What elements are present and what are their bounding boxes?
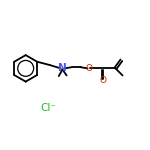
Text: Cl⁻: Cl⁻ xyxy=(40,103,56,113)
Text: O: O xyxy=(99,76,106,85)
Text: N: N xyxy=(58,63,67,73)
Text: O: O xyxy=(85,64,93,73)
